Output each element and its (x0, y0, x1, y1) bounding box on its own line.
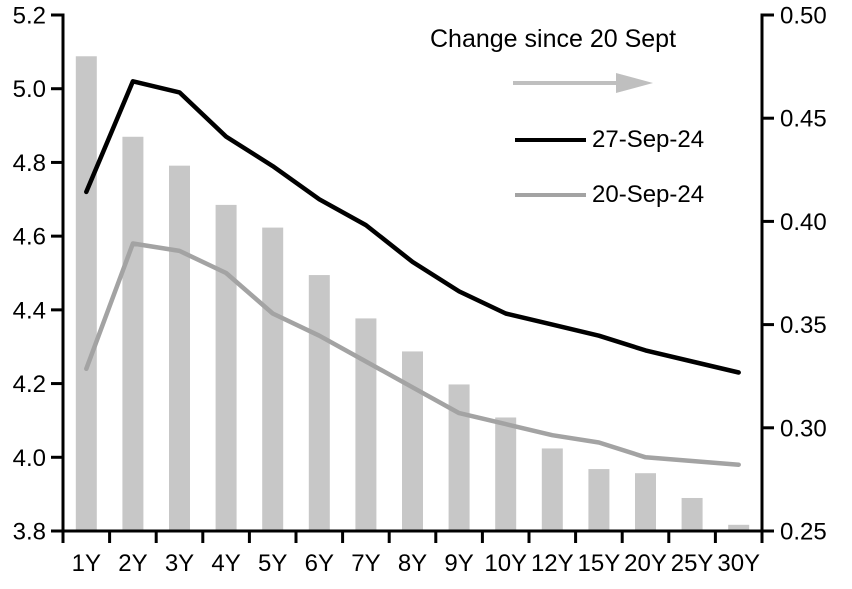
change-bar (402, 351, 423, 531)
legend-label: 27-Sep-24 (592, 126, 705, 153)
change-bar (681, 497, 703, 531)
right-axis-tick-label: 0.40 (780, 209, 827, 236)
right-axis-tick-label: 0.35 (780, 312, 827, 339)
change-bar (75, 56, 97, 531)
x-axis-category-label: 3Y (165, 550, 194, 577)
change-arrow-icon (512, 72, 657, 99)
change-bar (635, 473, 656, 531)
x-axis-category-label: 9Y (444, 550, 473, 577)
x-axis-category-label: 8Y (398, 550, 427, 577)
x-axis-category-label: 1Y (72, 550, 101, 577)
left-axis-tick-label: 4.4 (13, 297, 46, 324)
series-line-20-sep-24 (84, 241, 741, 467)
right-axis-tick-label: 0.25 (780, 519, 827, 546)
left-axis-tick-label: 5.0 (13, 76, 46, 103)
x-axis-category-label: 30Y (717, 550, 760, 577)
legend-item-27-sep: 27-Sep-24 (515, 126, 704, 154)
x-axis-category-label: 15Y (578, 550, 621, 577)
change-bar (169, 165, 190, 531)
left-axis-tick-label: 4.0 (13, 445, 46, 472)
x-axis-category-label: 10Y (484, 550, 527, 577)
change-bar (495, 417, 517, 531)
change-bar (541, 448, 563, 531)
x-axis-category-label: 2Y (118, 550, 147, 577)
change-bar (122, 136, 144, 531)
change-bar (262, 227, 284, 532)
right-axis-tick-label: 0.45 (780, 106, 827, 133)
series-line-27-sep-24 (84, 79, 741, 375)
x-axis-category-label: 5Y (258, 550, 287, 577)
legend-label: 20-Sep-24 (592, 181, 705, 208)
x-axis-category-label: 25Y (671, 550, 714, 577)
legend-item-20-sep: 20-Sep-24 (515, 181, 704, 209)
right-axis-tick-label: 0.50 (780, 3, 827, 30)
x-axis-category-label: 12Y (531, 550, 574, 577)
left-axis-tick-label: 4.6 (13, 224, 46, 251)
left-axis-tick-label: 4.8 (13, 150, 46, 177)
change-bar (215, 204, 237, 531)
left-axis-tick-label: 3.8 (13, 519, 46, 546)
line-swatch-black (515, 138, 586, 142)
x-axis-category-label: 7Y (351, 550, 380, 577)
legend-title: Change since 20 Sept (430, 25, 677, 53)
right-axis-tick-label: 0.30 (780, 415, 827, 442)
change-bar (448, 384, 470, 531)
x-axis-category-label: 4Y (211, 550, 240, 577)
change-bar (588, 469, 610, 531)
left-axis-tick-label: 5.2 (13, 3, 46, 30)
x-axis-category-label: 20Y (624, 550, 667, 577)
change-bar (728, 524, 750, 531)
line-swatch-gray (515, 193, 586, 197)
x-axis-category-label: 6Y (305, 550, 334, 577)
change-bar (355, 318, 377, 531)
left-axis-tick-label: 4.2 (13, 371, 46, 398)
change-bar (308, 275, 330, 531)
